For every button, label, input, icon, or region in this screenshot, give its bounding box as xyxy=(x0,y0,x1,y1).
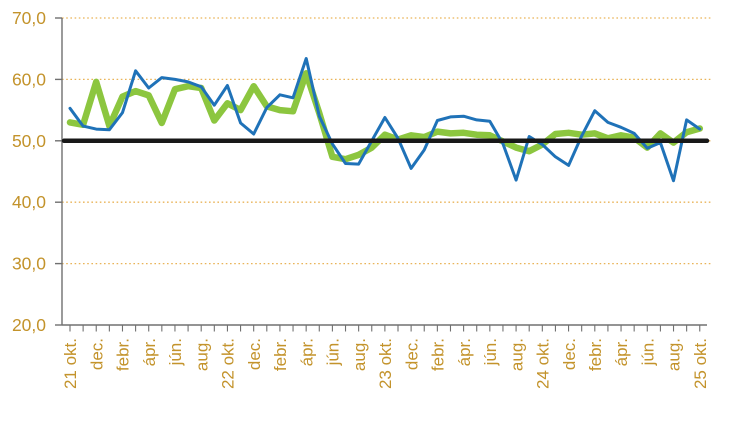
x-tick-label: ápr. xyxy=(455,338,474,366)
x-tick-label: 22 okt. xyxy=(219,338,238,389)
x-tick-label: aug. xyxy=(192,338,211,371)
x-tick-label: dec. xyxy=(560,338,579,370)
x-tick-label: 24 okt. xyxy=(534,338,553,389)
x-tick-label: ápr. xyxy=(140,338,159,366)
x-tick-label: 21 okt. xyxy=(61,338,80,389)
x-tick-label: febr. xyxy=(114,338,133,371)
y-tick-label: 30,0 xyxy=(12,254,46,274)
x-tick-label: jún. xyxy=(638,338,657,366)
x-tick-label: ápr. xyxy=(297,338,316,366)
x-tick-label: dec. xyxy=(87,338,106,370)
x-tick-label: jún. xyxy=(166,338,185,366)
x-tick-label: dec. xyxy=(245,338,264,370)
x-tick-label: febr. xyxy=(586,338,605,371)
x-tick-label: 23 okt. xyxy=(376,338,395,389)
x-tick-label: febr. xyxy=(429,338,448,371)
blue-line xyxy=(68,57,702,183)
y-tick-label: 50,0 xyxy=(12,131,46,151)
y-tick-label: 70,0 xyxy=(12,8,46,28)
y-tick-label: 60,0 xyxy=(12,69,46,89)
x-tick-label: jún. xyxy=(324,338,343,366)
green-line xyxy=(66,70,704,163)
x-tick-label: dec. xyxy=(402,338,421,370)
x-tick-label: aug. xyxy=(665,338,684,371)
x-tick-label: 25 okt. xyxy=(691,338,710,389)
x-tick-label: ápr. xyxy=(612,338,631,366)
x-tick-label: aug. xyxy=(350,338,369,371)
x-tick-label: febr. xyxy=(271,338,290,371)
x-tick-label: jún. xyxy=(481,338,500,366)
y-tick-label: 40,0 xyxy=(12,192,46,212)
y-tick-label: 20,0 xyxy=(12,315,46,335)
x-tick-label: aug. xyxy=(507,338,526,371)
